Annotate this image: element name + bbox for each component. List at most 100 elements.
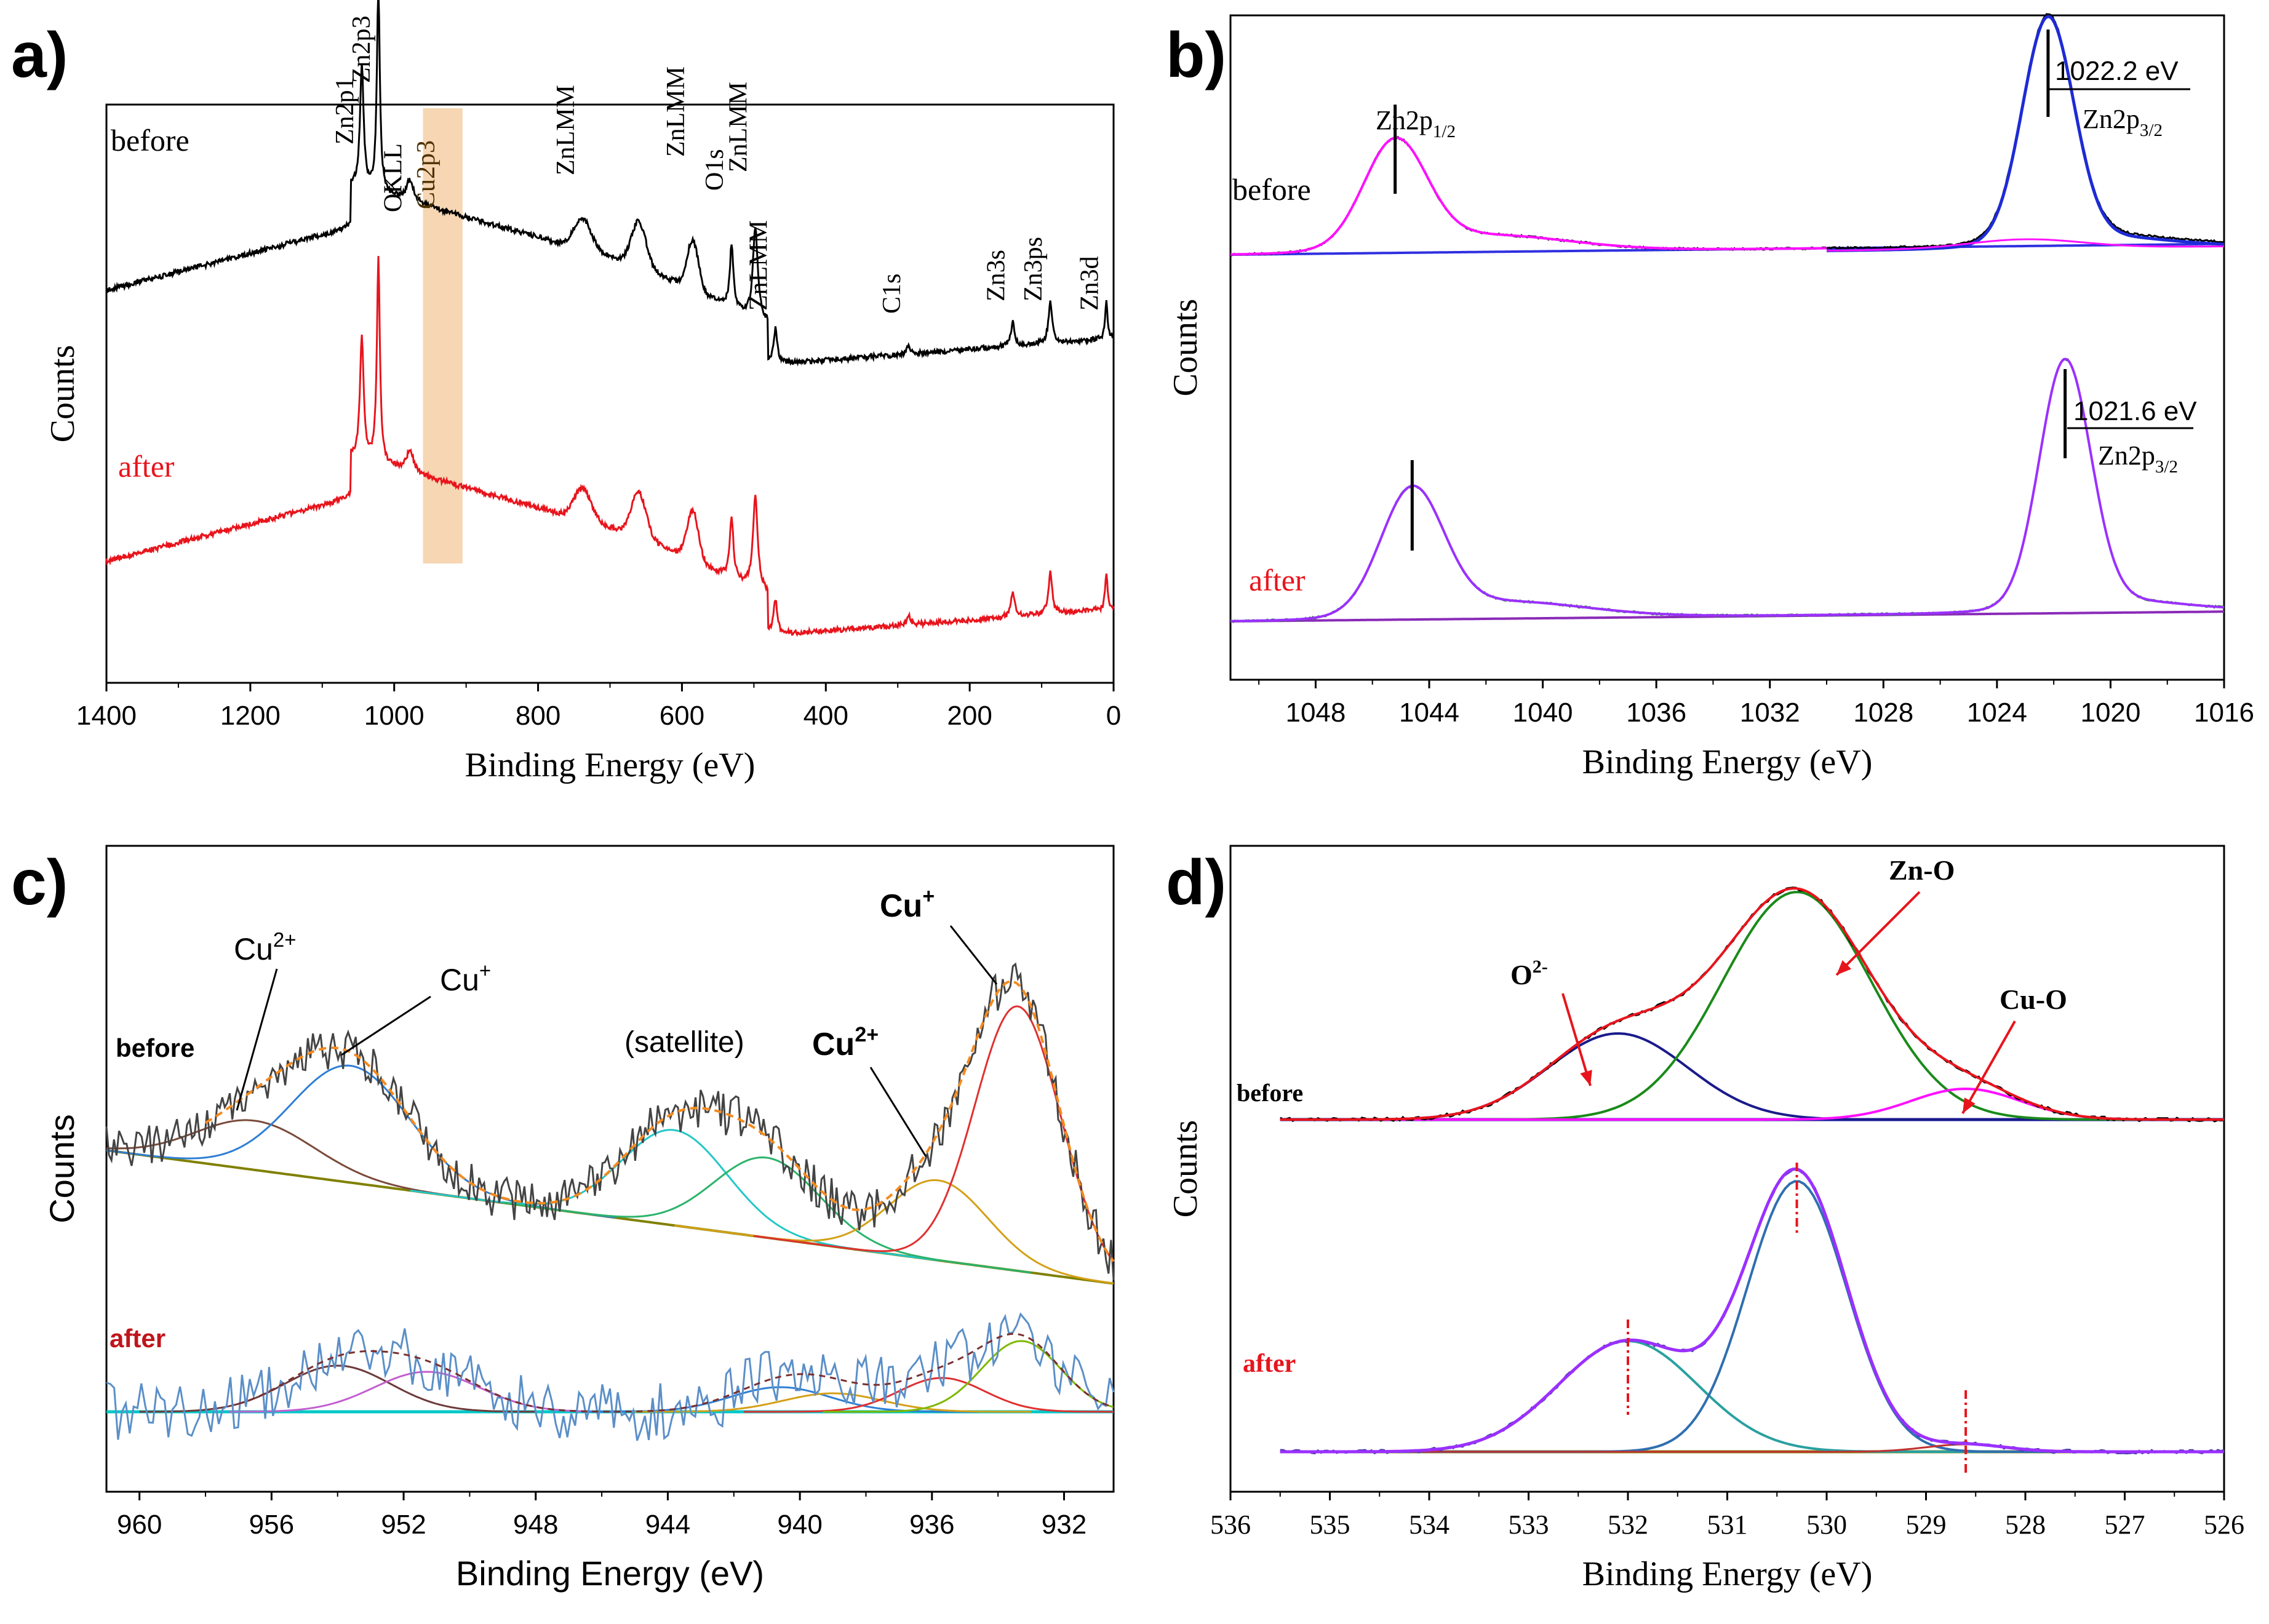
plot-frame [1229, 14, 2225, 681]
x-tick-label: 1000 [364, 701, 425, 731]
spectrum-after [105, 256, 1115, 637]
label-zno: Zn-O [1889, 854, 1955, 886]
peak-annotation: Cu2p3 [412, 140, 441, 209]
x-tick-label: 534 [1409, 1510, 1450, 1540]
x-tick-label: 532 [1608, 1510, 1648, 1540]
x-tick-label: 528 [2005, 1510, 2046, 1540]
envelope-before [204, 980, 1115, 1262]
legend-before: before [1232, 172, 1311, 207]
x-tick-label: 956 [249, 1510, 294, 1540]
label-zn2p32-after: Zn2p3/2 [2098, 440, 2178, 477]
plot-frame [105, 103, 1115, 684]
fit-cuo-before [1280, 1087, 2224, 1121]
x-tick-label: 944 [645, 1510, 690, 1540]
annotation-arrow [869, 1067, 927, 1157]
y-axis-label: Counts [44, 345, 82, 443]
x-tick-label: 1040 [1513, 698, 1573, 728]
peak-annotation: ZnLMM [662, 66, 690, 157]
fit-component-after [228, 1371, 625, 1413]
annotation-arrow [1961, 1021, 2016, 1114]
raw-before [1280, 886, 2225, 1123]
label-cuo: Cu-O [2000, 984, 2067, 1015]
x-tick-label: 527 [2105, 1510, 2145, 1540]
panel-d: 536 535 534 533 532 531 530 529 528 527 526 Binding… [1166, 845, 2244, 1593]
x-tick-label: 1020 [2080, 698, 2140, 728]
plot-frame [105, 845, 1115, 1493]
fit-component-after [743, 1377, 1114, 1413]
label-cu1-bold: Cu+ [880, 885, 935, 924]
fit-zno-before [1280, 891, 2224, 1121]
arrow-head [1836, 960, 1852, 975]
arrow-head [1963, 1097, 1976, 1113]
panel-label: a) [11, 20, 68, 91]
x-tick-label: 1200 [220, 701, 281, 731]
fit-zno-after [1280, 1180, 2224, 1453]
legend-after: after [1243, 1350, 1296, 1378]
peak-annotation: Zn3s [982, 250, 1010, 301]
panel-a: 1400 1200 1000 800 600 400 200 0 Binding Energy … [11, 0, 1121, 784]
x-tick-label: 533 [1509, 1510, 1549, 1540]
peak-annotation: Zn3d [1075, 256, 1104, 311]
envelope-after [238, 1332, 1114, 1413]
x-tick-label: 952 [381, 1510, 426, 1540]
fit-component-after [823, 1340, 1114, 1413]
y-axis-label: Counts [1166, 299, 1205, 397]
annotation-arrow [1561, 993, 1592, 1086]
y-axis-label: Counts [42, 1114, 81, 1223]
peak-annotation: Zn2p1 [331, 77, 359, 145]
fit-o2-before [1280, 1032, 2224, 1121]
annotation-arrow [236, 968, 278, 1111]
x-tick-label: 948 [513, 1510, 558, 1540]
x-axis-label: Binding Energy (eV) [465, 746, 756, 784]
x-tick-label: 1036 [1626, 698, 1686, 728]
x-tick-label: 529 [1906, 1510, 1947, 1540]
raw-before [105, 962, 1115, 1280]
label-cu2-bold: Cu2+ [812, 1023, 879, 1062]
legend-after: after [118, 449, 175, 484]
x-tick-label: 600 [660, 701, 704, 731]
x-tick-label: 526 [2204, 1510, 2244, 1540]
annotation-arrow [1835, 891, 1921, 976]
energy-after: 1021.6 eV [2073, 396, 2197, 426]
panel-label: b) [1166, 20, 1226, 91]
arrow-head [1580, 1070, 1592, 1086]
fit-zn2p32-before [1827, 15, 2225, 252]
x-tick-label: 531 [1707, 1510, 1748, 1540]
legend-after: after [1249, 563, 1306, 597]
x-tick-label: 400 [804, 701, 848, 731]
label-cu2-small: Cu2+ [234, 928, 297, 966]
raw-after [106, 1312, 1115, 1441]
panel-label: c) [11, 847, 68, 918]
fit-component-before [502, 1156, 1032, 1274]
x-tick-label: 932 [1042, 1510, 1087, 1540]
x-tick-label: 200 [947, 701, 992, 731]
fit-o2-after [1280, 1339, 2224, 1453]
envelope-before [1280, 887, 2224, 1121]
peak-annotation: ZnLMM [725, 82, 753, 172]
fit-component-before [674, 1179, 1114, 1284]
label-zn2p12: Zn2p1/2 [1376, 105, 1456, 141]
x-tick-label: 1048 [1285, 698, 1346, 728]
legend-after: after [110, 1324, 165, 1353]
label-cu1-small: Cu+ [440, 959, 491, 997]
peak-annotation: ZnLMM [744, 220, 773, 311]
x-tick-label: 1024 [1967, 698, 2027, 728]
y-axis-label: Counts [1166, 1120, 1205, 1218]
annotation-arrow [949, 925, 998, 985]
peak-annotation: ZnLMM [552, 85, 580, 175]
x-tick-label: 1016 [2194, 698, 2254, 728]
fit-component-after [634, 1392, 1031, 1413]
x-tick-label: 536 [1210, 1510, 1251, 1540]
x-tick-label: 1044 [1399, 698, 1459, 728]
x-tick-label: 940 [777, 1510, 822, 1540]
legend-before: before [1237, 1079, 1303, 1107]
panel-label: d) [1166, 847, 1226, 918]
peak-annotation: Zn2p3 [348, 15, 376, 83]
panel-c: 960 956 952 948 944 940 936 932 Binding Energy (… [11, 845, 1115, 1593]
x-tick-label: 936 [909, 1510, 954, 1540]
x-tick-label: 1028 [1853, 698, 1913, 728]
fit-after [1230, 357, 2225, 623]
raw-after [1280, 1168, 2225, 1455]
x-axis-label: Binding Energy (eV) [456, 1554, 764, 1593]
x-tick-label: 1400 [76, 701, 137, 731]
